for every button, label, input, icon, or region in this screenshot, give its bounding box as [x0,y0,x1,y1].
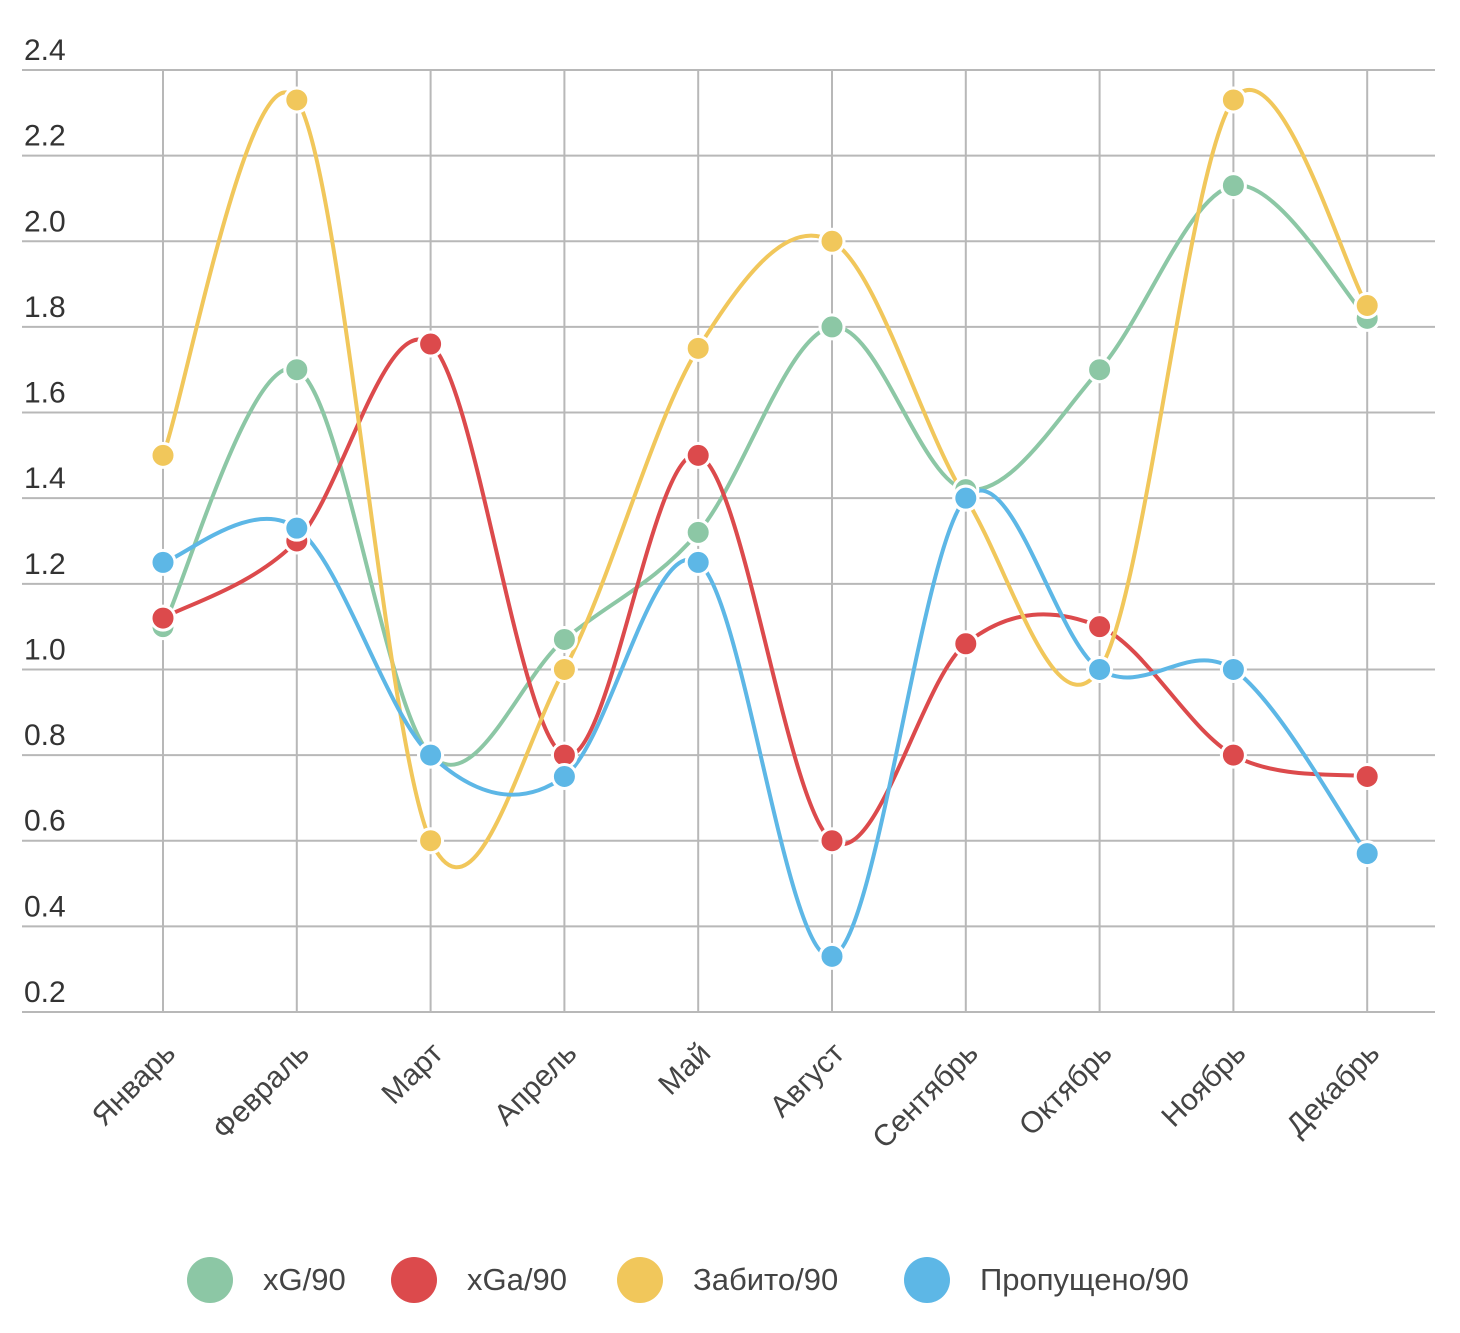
data-point-conceded[interactable] [1353,840,1381,868]
data-point-xga[interactable] [818,827,846,855]
y-tick-label: 2.2 [24,120,66,153]
data-point-conceded[interactable] [952,484,980,512]
data-point-xga[interactable] [952,630,980,658]
data-point-xga[interactable] [1353,763,1381,790]
x-tick-label: Ноябрь [1155,1037,1252,1134]
legend-label-xga: xGa/90 [467,1262,567,1297]
data-point-xga[interactable] [1086,613,1114,641]
data-point-conceded[interactable] [283,514,311,542]
y-tick-label: 0.8 [24,719,66,752]
data-point-conceded[interactable] [818,942,846,970]
x-axis-labels: Январь Февраль Март Апрель Май Август Сентябрь… [86,1036,1386,1155]
y-tick-label: 2.0 [24,205,66,238]
series-line-scored [161,87,1369,870]
data-point-conceded[interactable] [149,548,177,576]
y-tick-label: 2.4 [24,34,66,67]
data-point-xg[interactable] [283,356,311,384]
data-point-xg[interactable] [684,518,712,546]
data-point-xg[interactable] [1219,172,1247,200]
legend-marker-xga [391,1257,437,1303]
legend-item-scored[interactable]: Забито/90 [617,1252,838,1308]
series-points [149,86,1381,970]
x-tick-label: Октябрь [1013,1037,1119,1143]
x-tick-label: Сентябрь [866,1037,984,1155]
data-point-xg[interactable] [818,313,846,341]
data-point-conceded[interactable] [684,548,712,576]
x-tick-label: Март [375,1036,449,1110]
y-tick-label: 1.8 [24,291,66,324]
data-point-xga[interactable] [149,604,177,632]
x-tick-label: Декабрь [1280,1037,1386,1143]
y-tick-label: 0.4 [24,890,66,923]
y-tick-label: 0.2 [24,976,66,1009]
legend-marker-xg [187,1257,233,1303]
x-tick-label: Май [652,1037,717,1102]
legend-marker-scored [617,1257,663,1303]
data-point-conceded[interactable] [1219,655,1247,683]
data-point-scored[interactable] [550,655,578,683]
series-lines [161,87,1369,959]
data-point-xga[interactable] [417,330,445,358]
series-line-conceded [162,488,1369,959]
data-point-conceded[interactable] [550,763,578,790]
y-tick-label: 1.2 [24,548,66,581]
data-point-scored[interactable] [818,227,846,255]
legend-item-xg[interactable]: xG/90 [187,1252,346,1308]
chart-legend: xG/90 xGa/90 Забито/90 Пропущено/90 [0,1252,1460,1312]
data-point-xga[interactable] [1219,741,1247,769]
data-point-conceded[interactable] [1086,655,1114,683]
legend-label-xg: xG/90 [263,1262,346,1297]
data-point-xg[interactable] [1086,356,1114,384]
y-tick-label: 1.6 [24,377,66,410]
x-tick-label: Январь [86,1037,182,1133]
data-point-scored[interactable] [1353,292,1381,319]
y-axis-labels: 0.20.40.60.81.01.21.41.61.82.02.22.42.6 [24,34,66,1009]
data-point-scored[interactable] [684,334,712,362]
y-tick-label: 1.0 [24,633,66,666]
legend-marker-conceded [904,1257,950,1303]
chart-grid [22,69,1435,1013]
data-point-scored[interactable] [283,86,311,114]
x-tick-label: Апрель [488,1037,583,1132]
data-point-scored[interactable] [417,827,445,855]
data-point-scored[interactable] [149,441,177,469]
data-point-xga[interactable] [684,441,712,469]
y-tick-label: 0.6 [24,805,66,838]
data-point-conceded[interactable] [417,741,445,769]
series-line-xg [161,183,1369,767]
legend-label-scored: Забито/90 [693,1262,839,1297]
y-tick-label: 1.4 [24,462,66,495]
legend-item-xga[interactable]: xGa/90 [391,1252,567,1308]
legend-label-conceded: Пропущено/90 [980,1262,1189,1297]
x-tick-label: Август [764,1036,851,1123]
data-point-scored[interactable] [1219,86,1247,114]
data-point-xg[interactable] [550,625,578,653]
legend-item-conceded[interactable]: Пропущено/90 [904,1252,1189,1308]
x-tick-label: Февраль [206,1037,316,1147]
